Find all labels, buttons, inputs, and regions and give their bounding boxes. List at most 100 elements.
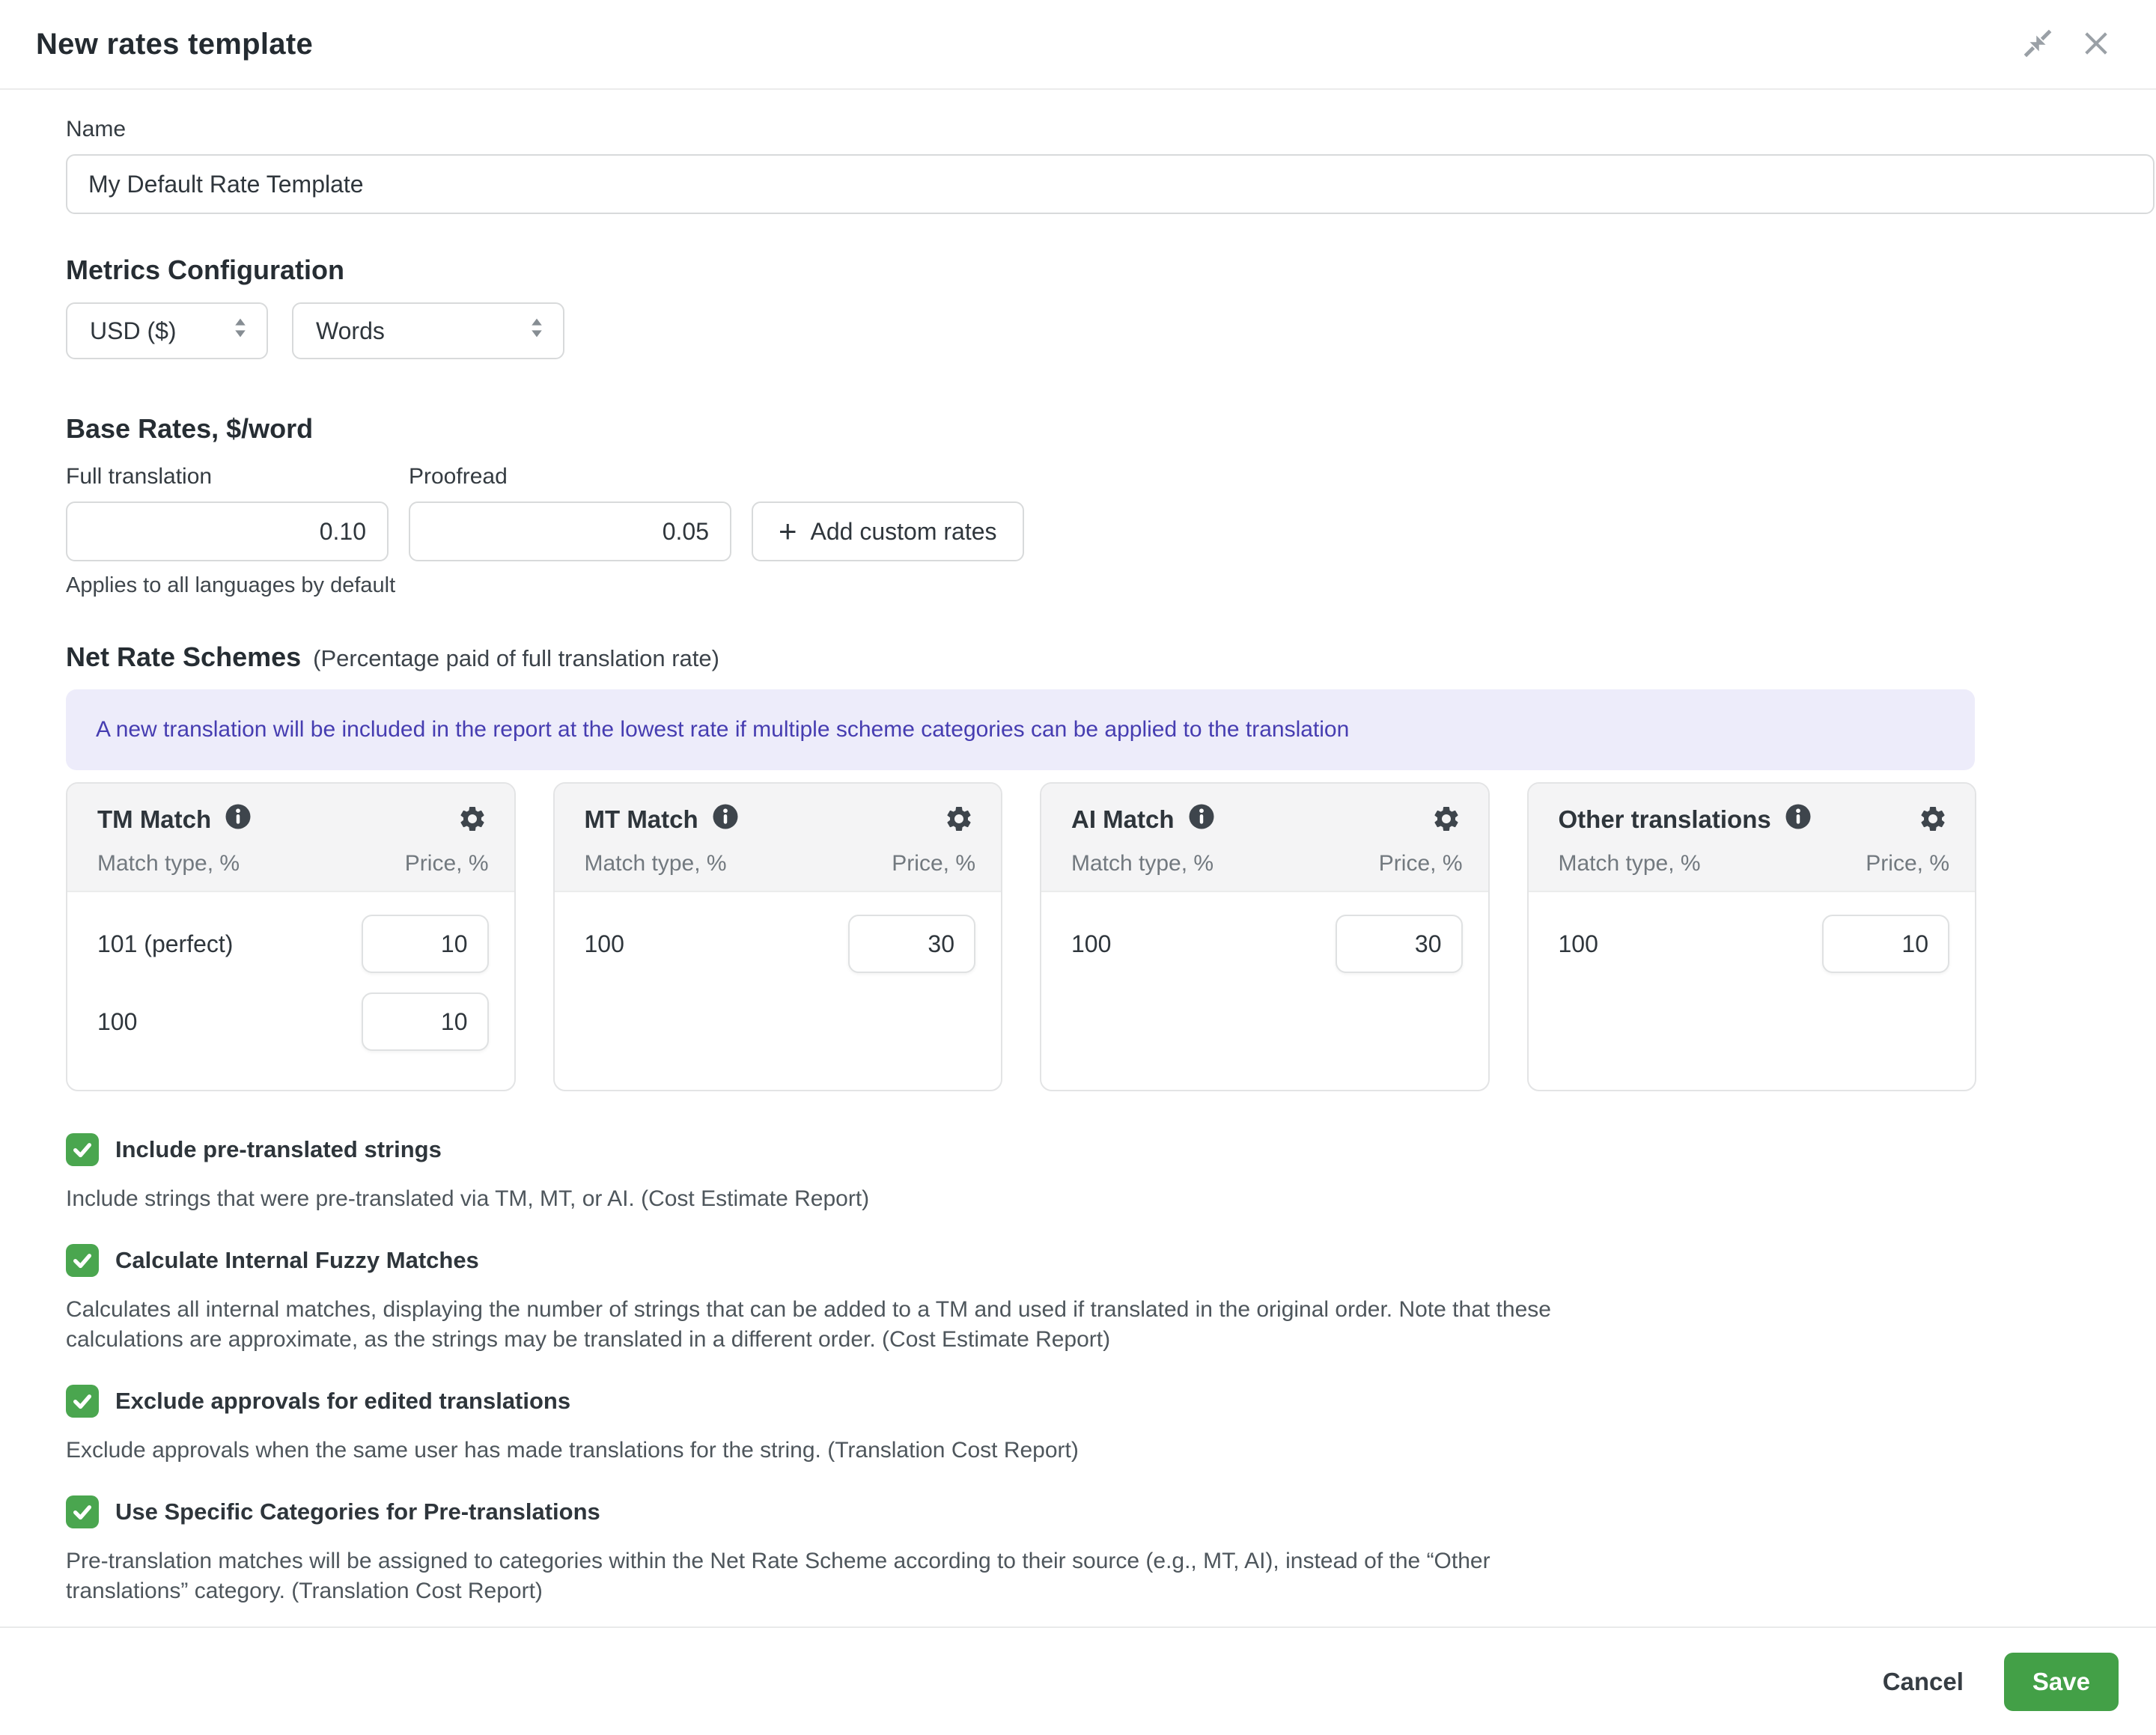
table-row: 100 (1071, 915, 1463, 973)
option-description: Exclude approvals when the same user has… (66, 1438, 1079, 1463)
name-label: Name (66, 117, 127, 141)
match-type-value: 100 (97, 1007, 138, 1035)
ai-match-settings-button[interactable] (1430, 803, 1463, 836)
table-row: 100 (1559, 915, 1949, 973)
other-translations-card-title-group: Other translations (1559, 803, 1812, 836)
include-pretranslated-checkbox[interactable]: Include pre-translated strings (66, 1133, 1578, 1166)
price-input[interactable] (1822, 915, 1949, 973)
ai-match-card-header: AI Match Match type, % (1041, 784, 1488, 892)
specific-categories-checkbox[interactable]: Use Specific Categories for Pre-translat… (66, 1495, 1578, 1528)
price-column-header: Price, % (892, 851, 975, 876)
base-rates-heading: Base Rates, $/word (66, 413, 314, 444)
exclude-approvals-checkbox[interactable]: Exclude approvals for edited translation… (66, 1385, 1578, 1418)
option-label: Exclude approvals for edited translation… (115, 1388, 571, 1414)
checkbox-checked-icon (66, 1133, 99, 1166)
add-custom-rates-button[interactable]: + Add custom rates (752, 501, 1024, 561)
price-column-header: Price, % (404, 851, 489, 876)
option-description: Calculates all internal matches, display… (66, 1297, 1551, 1352)
gear-icon (944, 804, 974, 836)
net-rate-schemes-heading-row: Net Rate Schemes (Percentage paid of ful… (66, 641, 2156, 673)
collapse-button[interactable] (2020, 26, 2056, 62)
close-button[interactable] (2078, 26, 2114, 62)
lowest-rate-info-banner: A new translation will be included in th… (66, 689, 1975, 770)
currency-select[interactable]: USD ($) (66, 302, 268, 359)
metrics-selects-row: USD ($) Words (66, 302, 2156, 359)
option-description: Include strings that were pre-translated… (66, 1186, 870, 1211)
match-type-value: 100 (1071, 930, 1112, 957)
info-icon[interactable] (1785, 803, 1812, 836)
match-type-column-header: Match type, % (584, 851, 727, 876)
info-icon[interactable] (712, 803, 739, 836)
close-icon (2081, 28, 2111, 61)
tm-match-card: TM Match Match type, % (66, 782, 516, 1091)
collapse-icon (2022, 28, 2053, 61)
add-custom-rates-label: Add custom rates (810, 517, 997, 545)
table-row: 100 (97, 992, 489, 1051)
match-type-column-header: Match type, % (97, 851, 240, 876)
net-rate-scheme-cards: TM Match Match type, % (66, 782, 1976, 1091)
info-banner-text: A new translation will be included in th… (96, 717, 1350, 742)
option-exclude-approvals: Exclude approvals for edited translation… (66, 1385, 1578, 1466)
plus-icon: + (779, 513, 797, 549)
checkbox-checked-icon (66, 1495, 99, 1528)
mt-match-settings-button[interactable] (943, 803, 975, 836)
info-icon[interactable] (1188, 803, 1215, 836)
proofread-rate-input[interactable] (409, 501, 731, 561)
currency-select-value: USD ($) (90, 317, 177, 344)
match-type-value: 101 (perfect) (97, 930, 234, 957)
gear-icon (1431, 804, 1461, 836)
option-internal-fuzzy-matches: Calculate Internal Fuzzy Matches Calcula… (66, 1244, 1578, 1355)
dialog-footer: Cancel Save (0, 1626, 2156, 1735)
save-button[interactable]: Save (2003, 1652, 2119, 1711)
price-column-header: Price, % (1378, 851, 1463, 876)
table-row: 101 (perfect) (97, 915, 489, 973)
other-translations-card: Other translations Match type, % (1526, 782, 1976, 1091)
option-specific-categories: Use Specific Categories for Pre-translat… (66, 1495, 1578, 1606)
price-input[interactable] (1335, 915, 1463, 973)
ai-match-card-title-group: AI Match (1071, 803, 1215, 836)
metrics-configuration-heading: Metrics Configuration (66, 254, 345, 285)
dialog-header: New rates template (0, 0, 2156, 90)
cancel-button[interactable]: Cancel (1882, 1667, 1964, 1695)
proofread-label: Proofread (409, 464, 508, 489)
option-label: Use Specific Categories for Pre-translat… (115, 1498, 600, 1525)
sort-arrows-icon (530, 317, 543, 345)
base-rates-helper-text: Applies to all languages by default (66, 573, 396, 597)
dialog-header-actions (2020, 26, 2114, 62)
dialog-body: Name Metrics Configuration USD ($) Words (0, 90, 2156, 1606)
mt-match-card-header: MT Match Match type, % (554, 784, 1001, 892)
price-column-header: Price, % (1866, 851, 1949, 876)
price-input[interactable] (361, 915, 489, 973)
unit-select-value: Words (316, 317, 385, 344)
option-include-pretranslated: Include pre-translated strings Include s… (66, 1133, 1578, 1214)
table-row: 100 (584, 915, 975, 973)
card-title: Other translations (1558, 805, 1771, 833)
other-translations-card-header: Other translations Match type, % (1528, 784, 1975, 892)
option-label: Calculate Internal Fuzzy Matches (115, 1247, 479, 1273)
info-icon[interactable] (225, 803, 252, 836)
option-description: Pre-translation matches will be assigned… (66, 1549, 1490, 1603)
tm-match-settings-button[interactable] (456, 803, 489, 836)
unit-select[interactable]: Words (292, 302, 564, 359)
base-rates-inputs-row: + Add custom rates (66, 501, 2156, 561)
full-translation-rate-input[interactable] (66, 501, 389, 561)
match-type-column-header: Match type, % (1071, 851, 1214, 876)
mt-match-card: MT Match Match type, % (552, 782, 1002, 1091)
name-input[interactable] (66, 154, 2155, 214)
tm-match-card-title-group: TM Match (97, 803, 252, 836)
gear-icon (457, 804, 487, 836)
other-translations-settings-button[interactable] (1916, 803, 1949, 836)
price-input[interactable] (848, 915, 975, 973)
price-input[interactable] (361, 992, 489, 1051)
checkbox-checked-icon (66, 1385, 99, 1418)
match-type-value: 100 (584, 930, 624, 957)
card-title: TM Match (97, 805, 212, 833)
gear-icon (1918, 804, 1948, 836)
sort-arrows-icon (234, 317, 247, 345)
ai-match-card: AI Match Match type, % (1040, 782, 1490, 1091)
full-translation-label: Full translation (66, 464, 213, 489)
match-type-column-header: Match type, % (1558, 851, 1701, 876)
internal-fuzzy-matches-checkbox[interactable]: Calculate Internal Fuzzy Matches (66, 1244, 1578, 1277)
mt-match-card-title-group: MT Match (585, 803, 739, 836)
